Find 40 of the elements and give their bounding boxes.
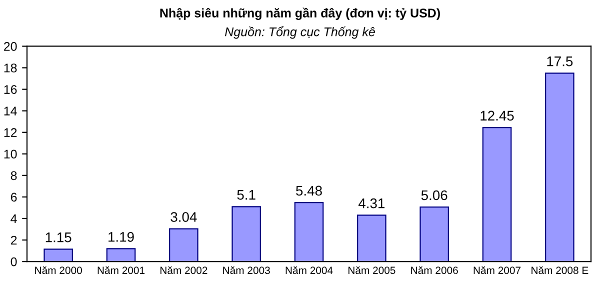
data-label: 5.48 [296,186,322,196]
x-tick-label: Năm 2007 [474,266,521,274]
x-tick-label: Năm 2008 E [532,266,588,274]
data-label: 5.1 [237,190,256,200]
y-tick-label: 10 [4,150,17,159]
y-tick-label: 16 [4,85,17,94]
bar [482,126,512,262]
chart-title: Nhập siêu những năm gần đây (đơn vị: tỷ USD) [160,8,440,20]
bar [545,72,574,262]
x-tick-label: Năm 2006 [411,266,458,274]
y-tick-label: 2 [10,236,17,245]
y-tick-label: 18 [4,64,17,72]
y-tick-label: 8 [10,171,17,180]
data-label: 5.06 [421,190,448,200]
data-label: 3.04 [170,212,197,222]
bar [232,206,261,262]
bar [44,248,73,262]
bar [294,202,324,262]
y-tick-label: 20 [4,42,17,51]
y-tick-label: 0 [10,257,17,266]
x-tick-label: Năm 2000 [35,266,82,274]
x-tick-label: Năm 2003 [223,266,270,274]
data-label: 12.45 [480,110,514,121]
bar [169,228,198,262]
data-label: 1.15 [46,232,72,242]
x-tick-label: Năm 2005 [348,266,396,274]
x-tick-label: Năm 2002 [160,266,208,274]
y-tick-label: 6 [10,192,17,202]
y-tick-label: 4 [10,214,17,224]
bar [357,214,386,262]
bar [420,206,449,262]
data-label: 1.19 [108,232,134,242]
y-tick-label: 12 [4,128,17,137]
data-label: 4.31 [358,198,385,208]
x-tick-label: Năm 2004 [286,266,333,274]
chart-subtitle: Nguồn: Tổng cục Thống kê [224,26,375,39]
data-label: 17.5 [547,56,573,66]
x-tick-label: Năm 2001 [98,266,145,274]
y-tick-label: 14 [4,106,17,116]
bar [106,248,136,262]
